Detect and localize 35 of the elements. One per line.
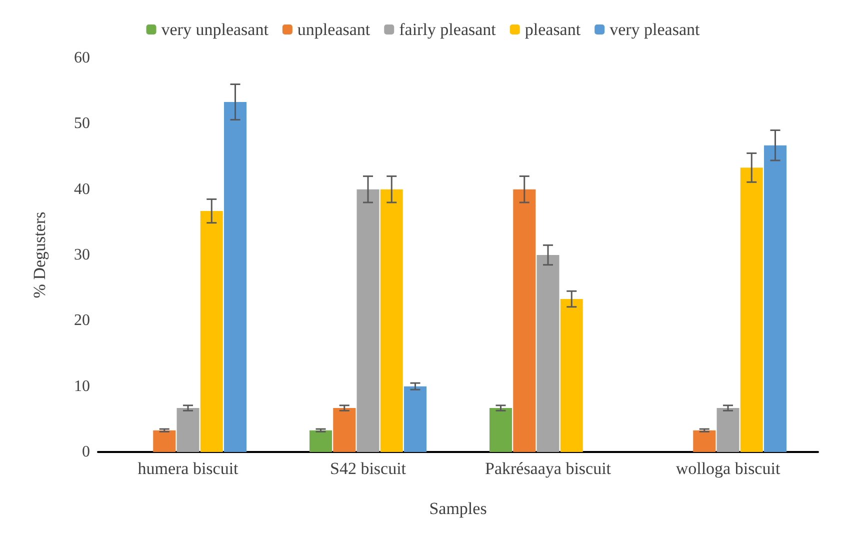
legend-label: very pleasant xyxy=(610,20,700,39)
bar xyxy=(716,408,740,452)
legend-label: fairly pleasant xyxy=(399,20,496,39)
bar xyxy=(740,168,763,452)
y-tick-label: 0 xyxy=(82,444,90,460)
bar xyxy=(764,145,786,452)
y-tick-label: 10 xyxy=(74,378,90,395)
legend-label: very unpleasant xyxy=(161,20,269,39)
legend-label: pleasant xyxy=(524,20,581,39)
x-tick-label: S42 biscuit xyxy=(330,459,406,478)
bar xyxy=(333,408,356,452)
bar xyxy=(310,430,332,452)
x-tick-label: humera biscuit xyxy=(138,459,239,478)
legend-label: unpleasant xyxy=(297,20,370,39)
bar xyxy=(536,255,560,452)
y-tick-label: 60 xyxy=(74,50,90,66)
bar xyxy=(513,189,536,452)
x-tick-label: wolloga biscuit xyxy=(676,459,780,478)
y-tick-label: 40 xyxy=(74,180,90,198)
bar xyxy=(224,102,246,452)
bar xyxy=(153,430,176,452)
x-tick-label: Pakrésaaya biscuit xyxy=(484,459,612,478)
y-tick-label: 30 xyxy=(74,246,90,264)
bar xyxy=(356,189,380,452)
bar xyxy=(404,386,426,452)
bar xyxy=(693,430,716,452)
y-axis-title: % Degusters xyxy=(30,212,49,298)
bar xyxy=(490,408,512,452)
bar xyxy=(380,189,403,452)
bar xyxy=(560,298,583,452)
bar xyxy=(176,408,200,452)
y-tick-label: 20 xyxy=(74,312,90,330)
bar xyxy=(200,211,223,452)
y-tick-label: 50 xyxy=(74,115,90,132)
x-axis-title: Samples xyxy=(429,499,487,518)
